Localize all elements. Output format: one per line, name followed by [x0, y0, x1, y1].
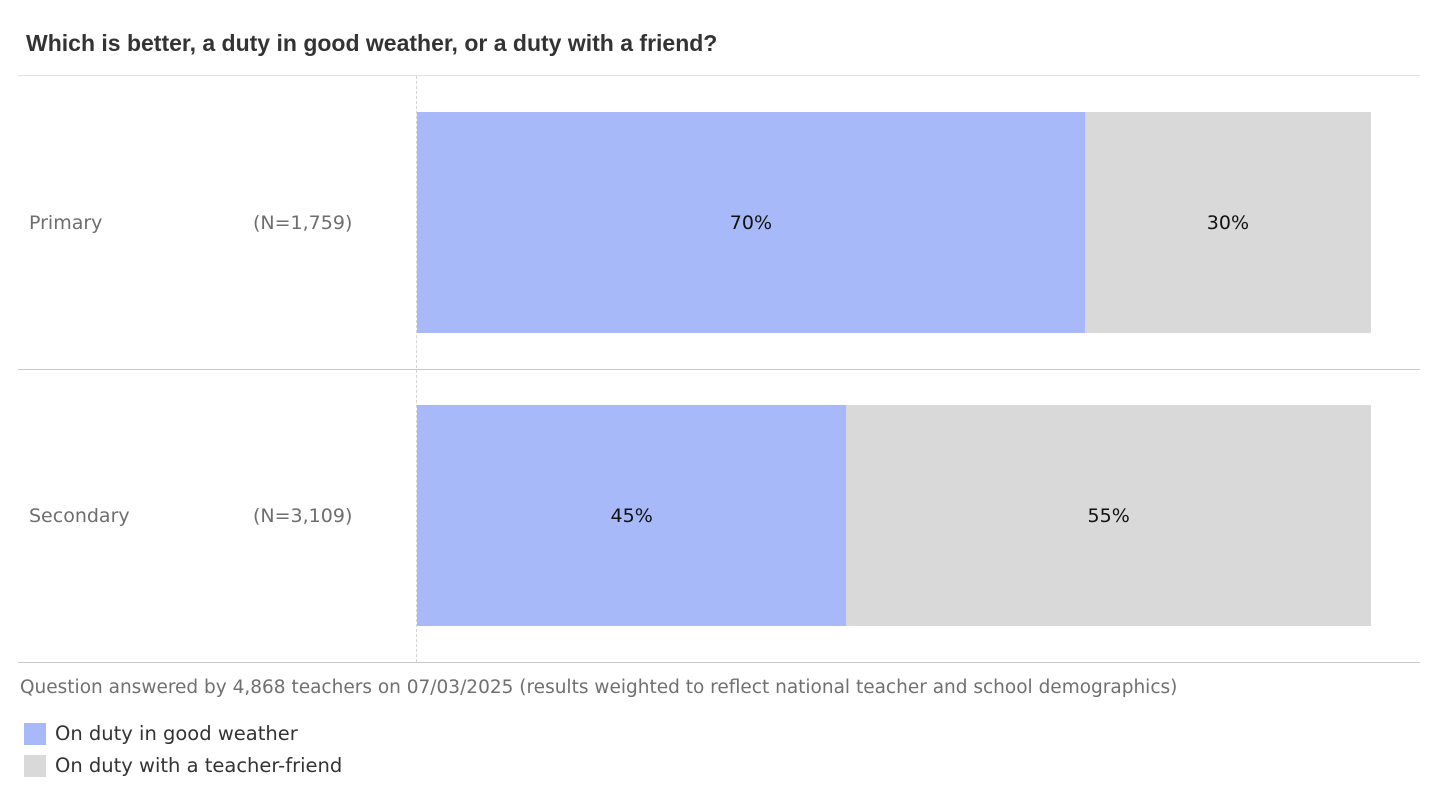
bar-primary-series-1: 30% [1084, 112, 1371, 333]
legend-label-good-weather: On duty in good weather [55, 722, 298, 745]
legend-label-teacher-friend: On duty with a teacher-friend [55, 754, 343, 777]
sample-size-primary: (N=1,759) [253, 212, 353, 234]
chart-title: Which is better, a duty in good weather,… [26, 30, 718, 56]
legend-swatch-teacher-friend [24, 754, 46, 777]
bar-secondary-series-1: 55% [846, 405, 1371, 626]
sample-size-secondary: (N=3,109) [253, 505, 353, 527]
bottom-divider [18, 662, 1420, 663]
data-label-primary-series-0: 70% [729, 211, 773, 234]
data-label-secondary-series-1: 55% [1087, 504, 1130, 527]
legend-item-teacher-friend: On duty with a teacher-friend [24, 754, 342, 777]
category-label-secondary: Secondary [29, 505, 130, 527]
legend-swatch-good-weather [24, 722, 46, 745]
bar-primary-series-0: 70% [417, 112, 1085, 333]
data-label-primary-series-1: 30% [1206, 211, 1249, 234]
data-label-secondary-series-0: 45% [610, 504, 653, 527]
category-label-primary: Primary [29, 212, 103, 234]
axis-baseline [416, 76, 417, 662]
legend-item-good-weather: On duty in good weather [24, 722, 298, 745]
top-divider [18, 75, 1420, 76]
row-divider [18, 369, 1420, 370]
bar-secondary-series-0: 45% [417, 405, 847, 626]
footnote: Question answered by 4,868 teachers on 0… [20, 677, 1178, 698]
